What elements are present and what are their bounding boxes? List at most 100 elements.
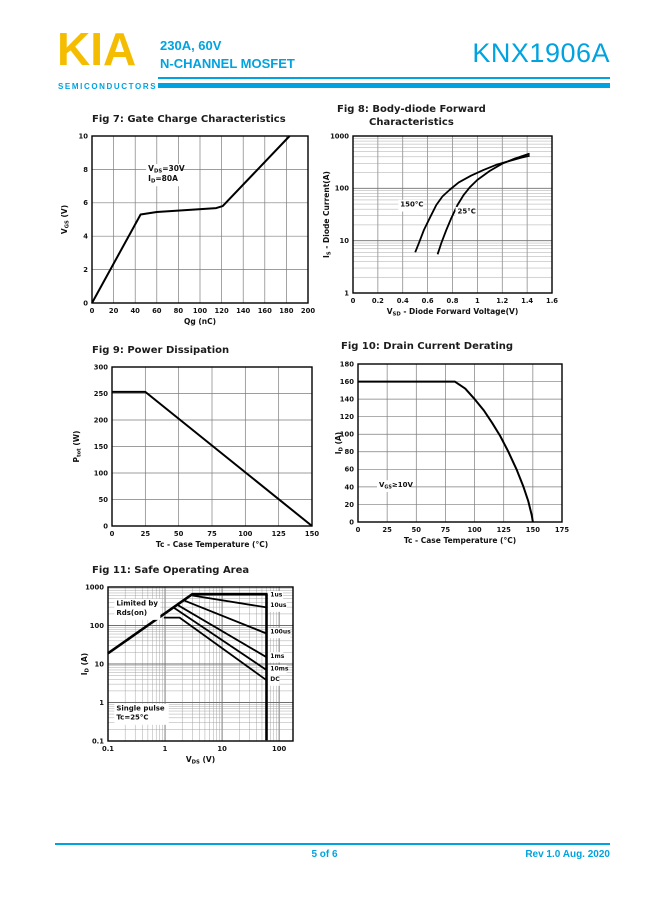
footer-rule [55,843,610,845]
svg-text:IS - Diode Current(A): IS - Diode Current(A) [322,171,333,258]
svg-text:8: 8 [83,165,88,173]
svg-text:150: 150 [526,526,540,534]
svg-text:Single pulse: Single pulse [116,704,165,712]
svg-text:60: 60 [345,465,355,473]
fig9-power-dissipation: Fig 9: Power Dissipation 0 25 50 75 100 125 15… [72,345,324,566]
svg-text:Qg (nC): Qg (nC) [184,317,216,326]
svg-text:50: 50 [174,530,184,538]
fig11-safe-operating-area: Fig 11: Safe Operating Area 0.1 1 10 100 0.1… [80,565,299,777]
header-rule-thick [158,83,610,88]
svg-text:80: 80 [174,307,184,315]
svg-text:10: 10 [95,660,105,668]
svg-text:1000: 1000 [85,583,104,591]
svg-text:Ptot (W): Ptot (W) [72,430,83,462]
svg-text:ID=80A: ID=80A [148,173,178,184]
svg-text:100: 100 [238,530,252,538]
svg-text:50: 50 [99,495,109,503]
fig8-chart: 0 0.2 0.4 0.6 0.8 1 1.2 1.4 1.6 1 10 100 1000 VSD - D… [322,132,558,317]
svg-text:300: 300 [94,363,108,371]
svg-text:100: 100 [272,745,286,753]
svg-text:150: 150 [305,530,319,538]
svg-text:200: 200 [94,416,108,424]
svg-text:Tc - Case Temperature (°C): Tc - Case Temperature (°C) [404,536,516,545]
fig8-title: Fig 8: Body-diode Forward Characteristic… [337,104,567,129]
svg-text:175: 175 [555,526,569,534]
fig7-chart: 0 20 40 60 80 100 120 140 160 180 200 0 2 4 6 8 10 Qg (nC… [60,132,315,326]
svg-text:1.6: 1.6 [546,297,558,305]
device-spec-rating: 230A, 60V [160,38,222,53]
svg-text:25: 25 [382,526,392,534]
svg-text:0: 0 [83,299,88,307]
kia-logo: KIA [57,23,137,75]
svg-text:10ms: 10ms [270,665,289,672]
fig10-chart: 0 25 50 75 100 125 150 175 0 20 40 60 80 100 120 140 160… [334,360,569,545]
fig10-title: Fig 10: Drain Current Derating [341,341,514,352]
svg-text:VGS (V): VGS (V) [60,204,71,233]
svg-text:200: 200 [301,307,315,315]
svg-text:0: 0 [351,297,356,305]
svg-text:VDS (V): VDS (V) [186,755,215,766]
svg-text:Rds(on): Rds(on) [116,608,147,616]
svg-text:1: 1 [163,745,168,753]
svg-text:100: 100 [193,307,207,315]
svg-text:1: 1 [475,297,480,305]
part-number: KNX1906A [472,38,610,68]
svg-text:120: 120 [214,307,228,315]
svg-text:25°C: 25°C [457,208,475,216]
svg-text:1: 1 [99,698,104,706]
svg-text:1.4: 1.4 [521,297,533,305]
header-rule-thin [158,77,610,79]
svg-text:75: 75 [207,530,217,538]
svg-text:125: 125 [497,526,511,534]
svg-text:1000: 1000 [330,132,349,140]
svg-text:10: 10 [79,132,89,140]
svg-text:100us: 100us [270,628,291,635]
svg-text:180: 180 [340,360,354,368]
device-spec-block: 230A, 60V N-CHANNEL MOSFET [160,37,295,72]
svg-text:75: 75 [441,526,451,534]
svg-text:100: 100 [94,469,108,477]
svg-text:250: 250 [94,389,108,397]
svg-text:ID (A): ID (A) [80,652,91,674]
fig8-body-diode-forward-characteristics: Fig 8: Body-diode Forward Characteristic… [322,104,567,331]
svg-text:0: 0 [103,522,108,530]
page-number: 5 of 6 [311,849,338,860]
svg-text:ID (A): ID (A) [334,431,345,453]
svg-text:40: 40 [345,483,355,491]
svg-text:1us: 1us [270,591,282,598]
svg-text:120: 120 [340,413,354,421]
svg-text:2: 2 [83,266,88,274]
svg-text:10: 10 [217,745,227,753]
svg-text:40: 40 [130,307,140,315]
svg-text:4: 4 [83,232,88,240]
svg-text:20: 20 [345,500,355,508]
svg-text:50: 50 [412,526,422,534]
svg-text:0: 0 [349,518,354,526]
svg-text:Tc=25°C: Tc=25°C [116,713,148,721]
svg-text:180: 180 [279,307,293,315]
svg-text:Limited by: Limited by [116,599,158,607]
svg-text:10us: 10us [270,602,287,609]
svg-text:100: 100 [90,621,104,629]
svg-text:0.1: 0.1 [102,745,114,753]
svg-text:100: 100 [335,185,349,193]
svg-text:DC: DC [270,676,280,683]
svg-text:80: 80 [345,448,355,456]
svg-text:10: 10 [340,237,350,245]
svg-text:160: 160 [340,377,354,385]
svg-text:150°C: 150°C [400,200,423,208]
fig8-title-line1: Fig 8: Body-diode Forward [337,104,486,115]
svg-text:100: 100 [467,526,481,534]
device-spec-type: N-CHANNEL MOSFET [160,55,295,71]
fig9-title: Fig 9: Power Dissipation [92,345,230,356]
fig7-title: Fig 7: Gate Charge Characteristics [92,114,286,125]
svg-text:140: 140 [236,307,250,315]
fig9-chart: 0 25 50 75 100 125 150 0 50 100 150 200 250 300 Tc - C… [72,363,319,549]
svg-text:0: 0 [90,307,95,315]
svg-text:125: 125 [272,530,286,538]
svg-text:0.4: 0.4 [397,297,409,305]
svg-text:0: 0 [356,526,361,534]
svg-text:1.2: 1.2 [496,297,508,305]
svg-text:Tc - Case Temperature (°C): Tc - Case Temperature (°C) [156,540,268,549]
svg-text:160: 160 [258,307,272,315]
